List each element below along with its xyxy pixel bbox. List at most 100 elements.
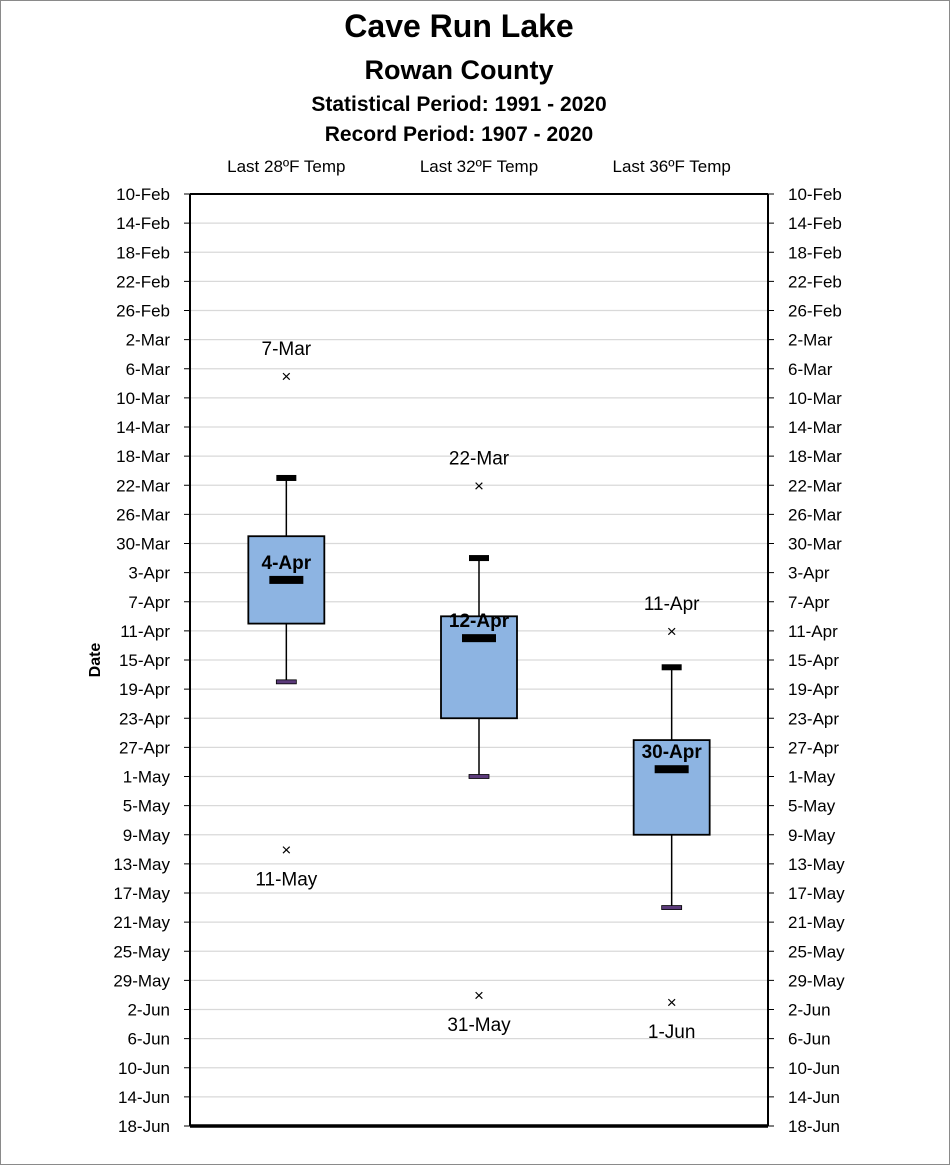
y-tick-label-right: 29-May (788, 971, 845, 990)
record-early-marker: × (474, 476, 484, 495)
y-tick-label-left: 25-May (113, 942, 170, 961)
y-axis-title: Date (87, 643, 104, 678)
y-tick-label-left: 29-May (113, 971, 170, 990)
y-tick-label-left: 11-Apr (120, 622, 170, 641)
y-tick-label-right: 22-Mar (788, 476, 842, 495)
category-label: Last 36ºF Temp (612, 157, 730, 176)
y-tick-label-right: 19-Apr (788, 680, 839, 699)
y-tick-label-right: 2-Mar (788, 331, 833, 350)
record-period: Record Period: 1907 - 2020 (324, 123, 594, 146)
record-early-marker: × (281, 367, 291, 386)
y-tick-label-right: 7-Apr (788, 593, 830, 612)
y-tick-label-left: 10-Feb (116, 185, 170, 204)
y-tick-label-right: 18-Jun (788, 1117, 840, 1136)
y-tick-label-left: 30-Mar (116, 535, 170, 554)
median-label: 4-Apr (262, 553, 312, 574)
y-tick-label-left: 3-Apr (128, 564, 170, 583)
chart-subtitle: Rowan County (364, 55, 554, 85)
median-label: 30-Apr (642, 742, 703, 763)
y-tick-label-right: 18-Mar (788, 447, 842, 466)
record-late-label: 31-May (447, 1015, 511, 1036)
record-late-marker: × (667, 993, 677, 1012)
y-tick-label-left: 5-May (123, 797, 171, 816)
y-tick-label-left: 1-May (123, 768, 171, 787)
y-tick-label-right: 6-Mar (788, 360, 833, 379)
y-tick-label-left: 10-Mar (116, 389, 170, 408)
y-tick-label-right: 9-May (788, 826, 836, 845)
y-tick-label-left: 22-Mar (116, 476, 170, 495)
whisker-cap-early (469, 555, 489, 562)
record-early-label: 22-Mar (449, 448, 510, 469)
median-marker (654, 765, 689, 774)
y-tick-label-left: 6-Mar (126, 360, 171, 379)
y-tick-label-right: 10-Mar (788, 389, 842, 408)
y-tick-label-left: 23-Apr (119, 709, 170, 728)
y-tick-label-left: 21-May (113, 913, 170, 932)
box (440, 615, 518, 720)
y-tick-label-left: 14-Jun (118, 1088, 170, 1107)
y-tick-label-left: 18-Mar (116, 447, 170, 466)
y-tick-label-right: 27-Apr (788, 738, 839, 757)
y-tick-label-left: 18-Jun (118, 1117, 170, 1136)
y-tick-label-left: 17-May (113, 884, 170, 903)
statistical-period: Statistical Period: 1991 - 2020 (311, 93, 607, 116)
y-tick-label-left: 27-Apr (119, 738, 170, 757)
whisker-cap-late (275, 679, 297, 685)
category-label: Last 28ºF Temp (227, 157, 345, 176)
y-tick-label-right: 14-Jun (788, 1088, 840, 1107)
y-tick-label-right: 5-May (788, 797, 836, 816)
whisker-cap-early (276, 474, 297, 481)
y-tick-label-right: 30-Mar (788, 535, 842, 554)
record-early-marker: × (667, 622, 677, 641)
y-tick-label-left: 15-Apr (119, 651, 170, 670)
box (632, 739, 711, 836)
chart-title: Cave Run Lake (344, 8, 574, 44)
whisker-cap-early (661, 664, 682, 671)
y-tick-label-right: 13-May (788, 855, 845, 874)
record-late-label: 11-May (255, 869, 317, 890)
record-early-label: 7-Mar (262, 339, 312, 360)
y-tick-label-right: 14-Feb (788, 214, 842, 233)
y-tick-label-left: 22-Feb (116, 272, 170, 291)
y-tick-label-left: 18-Feb (116, 243, 170, 262)
y-tick-label-left: 14-Mar (116, 418, 170, 437)
y-tick-label-left: 10-Jun (118, 1059, 170, 1078)
y-tick-label-right: 26-Mar (788, 505, 842, 524)
y-tick-label-left: 26-Mar (116, 505, 170, 524)
y-tick-label-left: 7-Apr (128, 593, 170, 612)
record-late-marker: × (474, 986, 484, 1005)
y-tick-label-right: 14-Mar (788, 418, 842, 437)
y-tick-label-left: 2-Jun (127, 1001, 170, 1020)
y-tick-label-right: 10-Feb (788, 185, 842, 204)
y-tick-label-left: 14-Feb (116, 214, 170, 233)
median-marker (269, 575, 304, 584)
y-tick-label-right: 10-Jun (788, 1059, 840, 1078)
record-late-label: 1-Jun (648, 1022, 696, 1043)
record-late-marker: × (281, 840, 291, 859)
y-tick-label-right: 11-Apr (788, 622, 838, 641)
whisker-cap-late (468, 774, 490, 779)
y-tick-label-right: 21-May (788, 913, 845, 932)
y-tick-label-right: 2-Jun (788, 1001, 831, 1020)
median-label: 12-Apr (449, 611, 510, 632)
y-tick-label-left: 26-Feb (116, 302, 170, 321)
median-marker (462, 634, 496, 643)
y-tick-label-right: 23-Apr (788, 709, 839, 728)
y-tick-label-right: 25-May (788, 942, 845, 961)
y-tick-label-left: 9-May (123, 826, 171, 845)
category-label: Last 32ºF Temp (420, 157, 538, 176)
y-tick-label-left: 6-Jun (127, 1030, 170, 1049)
y-tick-label-right: 17-May (788, 884, 845, 903)
y-tick-label-left: 19-Apr (119, 680, 170, 699)
y-tick-label-left: 13-May (113, 855, 170, 874)
y-tick-label-right: 22-Feb (788, 272, 842, 291)
y-tick-label-right: 3-Apr (788, 564, 830, 583)
y-tick-label-right: 15-Apr (788, 651, 839, 670)
y-tick-label-left: 2-Mar (126, 331, 171, 350)
whisker-cap-late (661, 905, 683, 910)
y-tick-label-right: 26-Feb (788, 302, 842, 321)
y-tick-label-right: 6-Jun (788, 1030, 831, 1049)
y-tick-label-right: 1-May (788, 768, 836, 787)
record-early-label: 11-Apr (644, 594, 700, 615)
